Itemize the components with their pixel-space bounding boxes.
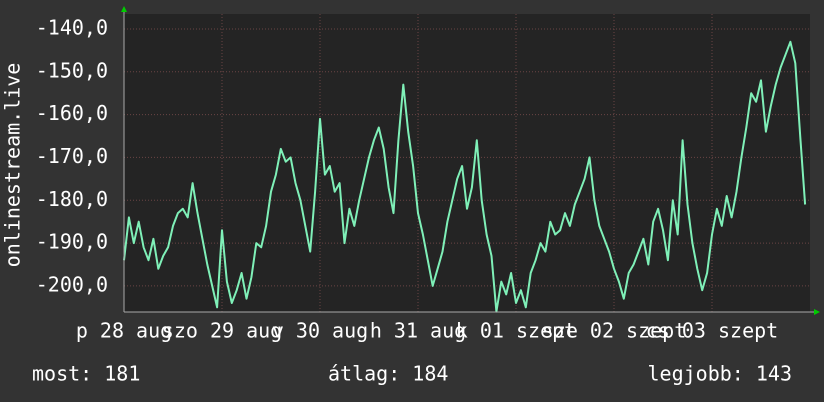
x-tick-label: h 31 aug: [370, 319, 466, 343]
x-tick-label: cs 03 szept: [646, 319, 778, 343]
x-tick-label: szo 29 aug: [162, 319, 282, 343]
axis-arrow: [814, 309, 820, 315]
axis-arrow: [121, 6, 127, 12]
x-tick-label: sze 02 szept: [542, 319, 687, 343]
y-tick-label: -160,0: [36, 101, 108, 125]
footer-current: most: 181: [32, 362, 140, 386]
x-tick-label: p 28 aug: [76, 319, 172, 343]
y-tick-label: -180,0: [36, 187, 108, 211]
y-axis-label: onlinestream.live: [1, 63, 25, 268]
y-tick-label: -200,0: [36, 272, 108, 296]
series-line: [123, 40, 807, 313]
y-tick-label: -140,0: [36, 15, 108, 39]
footer-average: átlag: 184: [328, 362, 448, 386]
y-tick-label: -170,0: [36, 144, 108, 168]
y-tick-label: -190,0: [36, 230, 108, 254]
x-tick-label: k 01 szept: [456, 319, 576, 343]
y-tick-label: -150,0: [36, 58, 108, 82]
x-tick-label: v 30 aug: [272, 319, 368, 343]
footer-best: legjobb: 143: [648, 362, 793, 386]
